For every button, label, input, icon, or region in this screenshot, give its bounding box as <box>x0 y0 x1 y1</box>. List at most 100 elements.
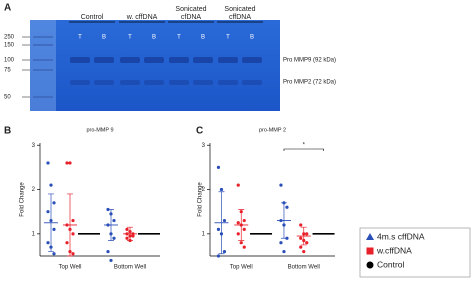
x-tick-label: Bottom Well <box>114 265 146 271</box>
y-tick-label: 2 <box>202 187 206 193</box>
well-label: T <box>78 35 82 41</box>
band-label: Pro MMP9 (92 kDa) <box>283 58 336 64</box>
data-point <box>52 252 56 256</box>
gel-image <box>30 20 280 111</box>
marker-label: 75 <box>4 68 11 74</box>
data-point <box>65 161 69 165</box>
y-axis-label: Fold Change <box>20 182 26 217</box>
chart-title: pro-MMP 2 <box>259 127 286 133</box>
marker-label: 150 <box>4 43 15 49</box>
data-point <box>71 232 75 236</box>
data-point <box>65 241 69 245</box>
data-point <box>279 183 283 187</box>
error-bar <box>67 193 73 257</box>
y-tick-label: 3 <box>32 143 36 149</box>
data-point <box>305 232 309 236</box>
error-bar <box>300 226 307 246</box>
data-point <box>285 205 289 209</box>
legend-marker <box>366 233 374 240</box>
error-bar <box>48 193 54 252</box>
data-point <box>242 218 246 223</box>
data-point <box>299 245 303 249</box>
mmp2-band <box>144 80 164 85</box>
ladder-band <box>33 59 53 61</box>
error-bar <box>280 202 287 239</box>
well-label: B <box>201 35 205 41</box>
data-point <box>46 241 50 245</box>
data-point <box>52 201 56 205</box>
data-point <box>46 161 50 165</box>
mmp9-band <box>70 57 90 63</box>
x-tick-label: Top Well <box>59 265 82 271</box>
data-point <box>112 218 116 223</box>
marker-label: 250 <box>4 35 15 41</box>
data-point <box>71 252 75 256</box>
data-point <box>222 218 227 223</box>
data-point <box>71 218 75 223</box>
mmp9-band <box>120 57 140 63</box>
error-bar <box>108 209 114 241</box>
data-point <box>302 249 306 254</box>
data-point <box>219 187 224 192</box>
data-point <box>236 221 240 225</box>
chart-title: pro-MMP 9 <box>86 127 113 133</box>
ladder-lane <box>30 20 56 111</box>
gel-annotations: 250 150 100 75 50 Control T Bw. cffDNA T B Sonicat… <box>4 6 336 101</box>
legend-box <box>359 227 471 278</box>
mmp9-band <box>193 57 213 63</box>
data-point <box>282 249 286 254</box>
legend-marker <box>366 247 374 255</box>
error-bar <box>218 191 225 255</box>
panel-label: C <box>196 126 203 137</box>
marker-label: 100 <box>4 58 15 64</box>
y-tick-label: 3 <box>202 143 206 149</box>
data-point <box>216 254 221 258</box>
ladder-band <box>33 44 53 46</box>
y-tick-label: 1 <box>202 231 206 237</box>
ladder-band <box>33 36 53 38</box>
data-point <box>242 245 246 249</box>
lane-header: cfDNA <box>181 14 202 21</box>
well-label: T <box>177 35 181 41</box>
x-tick-label: Bottom Well <box>288 265 320 271</box>
data-point <box>236 232 240 236</box>
data-point <box>216 165 221 169</box>
data-point <box>52 227 56 232</box>
data-point <box>125 236 129 240</box>
data-point <box>236 183 240 187</box>
data-point <box>216 227 221 232</box>
y-tick-label: 1 <box>32 231 36 237</box>
data-point <box>46 210 50 214</box>
well-label: B <box>250 35 254 41</box>
lane-header: cffDNA <box>229 14 251 21</box>
legend-label: w.cffDNA <box>376 245 412 255</box>
error-bar <box>238 209 245 241</box>
data-point <box>49 183 53 187</box>
data-point <box>242 227 246 232</box>
data-point <box>106 249 110 254</box>
x-tick-label: Top Well <box>230 265 253 271</box>
well-label: T <box>226 35 230 41</box>
mmp2-band <box>120 80 140 85</box>
data-point <box>131 234 135 238</box>
panel-label: B <box>4 126 11 137</box>
mmp9-band <box>94 57 114 63</box>
ladder-band <box>33 69 53 71</box>
mmp2-band <box>242 80 262 85</box>
mmp2-band <box>169 80 189 85</box>
band-label: Pro MMP2 (72 kDa) <box>283 80 336 86</box>
ladder-band <box>33 96 53 98</box>
data-point <box>305 241 309 245</box>
data-point <box>68 161 72 165</box>
legend-label: 4m.s cffDNA <box>377 231 425 241</box>
mmp2-band <box>193 80 213 85</box>
error-bar <box>127 226 133 241</box>
mmp9-band <box>218 57 238 63</box>
legend-marker <box>366 261 374 269</box>
y-tick-label: 2 <box>32 187 36 193</box>
mmp2-band <box>94 80 114 85</box>
data-point <box>109 258 113 263</box>
well-label: B <box>152 35 156 41</box>
